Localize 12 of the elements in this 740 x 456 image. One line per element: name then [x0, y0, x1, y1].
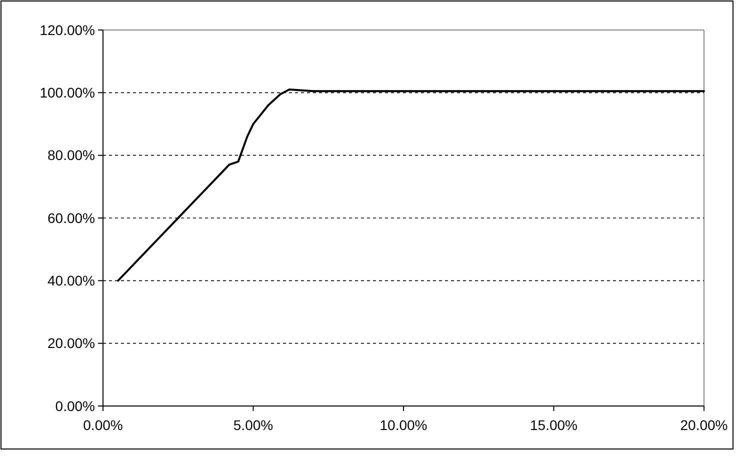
x-tick-label: 20.00% [680, 417, 728, 433]
y-tick-label: 120.00% [40, 22, 95, 38]
y-tick-label: 80.00% [48, 147, 95, 164]
x-tick-label: 0.00% [83, 417, 123, 433]
y-tick-label: 60.00% [48, 210, 95, 226]
x-tick-label: 10.00% [380, 417, 428, 433]
x-tick-label: 15.00% [530, 417, 578, 433]
y-tick-label: 40.00% [48, 272, 95, 289]
y-tick-label: 100.00% [40, 84, 95, 101]
y-tick-label: 20.00% [48, 335, 95, 352]
x-tick-label: 5.00% [233, 417, 274, 433]
y-tick-label: 0.00% [55, 398, 95, 414]
